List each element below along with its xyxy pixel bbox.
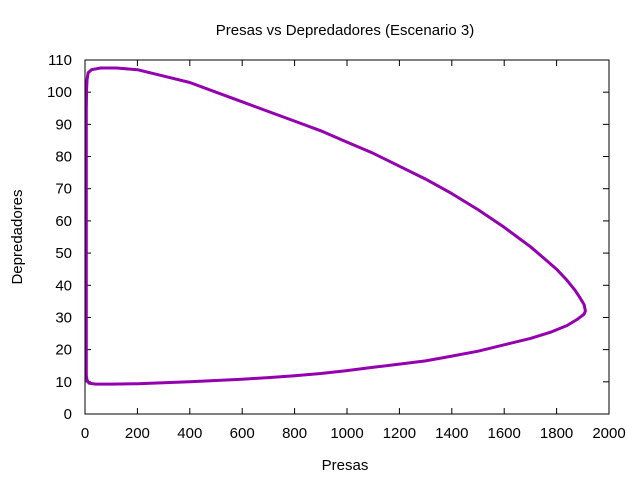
x-tick-label: 200 (125, 425, 150, 442)
x-tick-label: 1600 (488, 425, 521, 442)
plot-frame (84, 59, 610, 415)
x-tick-label: 1400 (435, 425, 468, 442)
y-tick-label: 110 (48, 52, 72, 69)
y-tick-label: 50 (55, 245, 72, 262)
chart-title: Presas vs Depredadores (Escenario 3) (216, 22, 474, 39)
x-tick-label: 1800 (540, 425, 573, 442)
y-tick-label: 70 (55, 181, 72, 198)
y-tick-label: 30 (55, 309, 72, 326)
y-tick-label: 10 (55, 374, 72, 391)
y-tick-label: 20 (55, 342, 72, 359)
y-tick-label: 40 (55, 277, 72, 294)
y-tick-label: 0 (64, 406, 72, 423)
axis-ticks: 0 200 400 600 800 1000 1200 1400 1600 1800 2000 0 10… (47, 52, 626, 442)
x-tick-label: 600 (230, 425, 255, 442)
x-tick-label: 1000 (330, 425, 363, 442)
y-tick-label: 100 (47, 84, 72, 101)
series-line (84, 66, 587, 386)
y-tick-label: 60 (55, 213, 72, 230)
x-tick-label: 2000 (592, 425, 625, 442)
y-axis-label: Depredadores (9, 189, 26, 284)
y-tick-label: 80 (55, 149, 72, 166)
x-axis-label: Presas (322, 457, 369, 474)
x-tick-label: 1200 (383, 425, 416, 442)
x-tick-label: 800 (282, 425, 307, 442)
x-tick-label: 400 (177, 425, 202, 442)
series-layer (84, 66, 587, 386)
y-tick-label: 90 (55, 116, 72, 133)
x-tick-label: 0 (81, 425, 89, 442)
